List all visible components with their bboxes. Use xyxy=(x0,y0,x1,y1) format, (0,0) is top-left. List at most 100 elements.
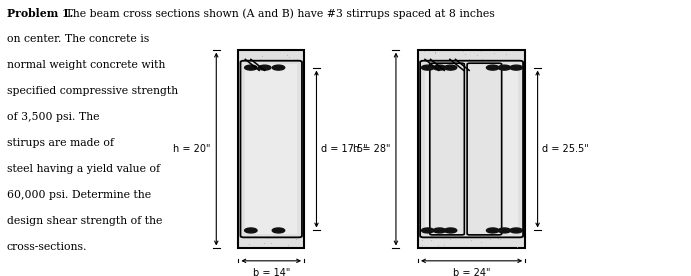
Text: steel having a yield value of: steel having a yield value of xyxy=(7,164,160,174)
Point xyxy=(480,97,491,101)
Point xyxy=(457,200,468,205)
Point xyxy=(430,71,441,76)
Point xyxy=(274,81,285,86)
Point xyxy=(283,133,294,137)
Point xyxy=(460,79,471,84)
Point xyxy=(424,91,435,96)
Point xyxy=(283,243,294,247)
Point xyxy=(446,165,457,169)
Point xyxy=(465,71,476,75)
Point xyxy=(417,116,428,120)
Point xyxy=(257,54,268,58)
Point xyxy=(442,87,453,92)
Point xyxy=(429,183,440,187)
Point xyxy=(498,222,509,226)
Point xyxy=(271,92,282,96)
Point xyxy=(262,215,273,220)
Point xyxy=(500,76,511,81)
Point xyxy=(249,63,260,67)
Point xyxy=(278,133,290,137)
Point xyxy=(247,235,258,240)
Text: b = 14": b = 14" xyxy=(252,268,290,276)
Point xyxy=(265,154,276,159)
Point xyxy=(452,61,463,65)
Point xyxy=(253,84,264,89)
Point xyxy=(275,149,286,153)
Point xyxy=(469,127,480,131)
Point xyxy=(439,121,451,126)
Point xyxy=(457,222,468,226)
Point xyxy=(472,80,483,85)
Point xyxy=(485,153,496,158)
Point xyxy=(498,176,509,180)
Point xyxy=(251,134,262,139)
Text: normal weight concrete with: normal weight concrete with xyxy=(7,60,165,70)
Point xyxy=(435,120,446,125)
Point xyxy=(481,189,492,193)
Point xyxy=(243,108,254,113)
Point xyxy=(417,183,428,188)
Point xyxy=(430,229,441,233)
Point xyxy=(246,79,257,84)
Point xyxy=(269,127,280,132)
Point xyxy=(269,74,280,79)
Point xyxy=(287,143,299,148)
Text: design shear strength of the: design shear strength of the xyxy=(7,216,162,226)
Point xyxy=(467,185,478,190)
Point xyxy=(276,203,287,208)
Point xyxy=(481,213,492,217)
Point xyxy=(240,93,252,98)
Point xyxy=(243,144,254,149)
Point xyxy=(500,63,511,67)
Point xyxy=(477,79,489,84)
Point xyxy=(504,130,515,134)
Point xyxy=(288,80,299,85)
Point xyxy=(245,205,256,209)
Point xyxy=(256,95,267,100)
Point xyxy=(453,81,464,86)
Point xyxy=(461,225,472,230)
Point xyxy=(463,173,474,177)
Point xyxy=(448,192,460,196)
Point xyxy=(429,50,440,55)
Point xyxy=(446,129,457,134)
Point xyxy=(491,105,502,110)
Point xyxy=(507,215,518,219)
Point xyxy=(275,219,286,223)
Point xyxy=(439,154,450,158)
Point xyxy=(511,211,522,216)
Point xyxy=(462,120,473,124)
Point xyxy=(476,81,487,85)
Text: Problem 1.: Problem 1. xyxy=(7,8,73,19)
Point xyxy=(243,224,254,229)
Point xyxy=(269,232,281,237)
Point xyxy=(263,235,274,239)
Point xyxy=(461,111,472,115)
Point xyxy=(276,167,287,171)
Point xyxy=(498,222,509,227)
Point xyxy=(503,156,514,160)
Point xyxy=(491,204,502,209)
Point xyxy=(419,49,430,53)
Point xyxy=(471,203,482,207)
Point xyxy=(462,113,473,118)
Point xyxy=(256,87,267,91)
Point xyxy=(458,184,469,189)
Point xyxy=(490,207,501,211)
Point xyxy=(258,240,269,245)
Point xyxy=(292,163,303,168)
Point xyxy=(500,136,511,140)
Point xyxy=(466,129,477,134)
Point xyxy=(495,97,507,102)
Point xyxy=(433,210,444,215)
Point xyxy=(274,168,285,172)
Circle shape xyxy=(245,228,257,233)
Point xyxy=(278,211,289,215)
Point xyxy=(491,88,502,92)
Point xyxy=(455,160,466,165)
Point xyxy=(247,124,258,129)
Point xyxy=(497,172,508,176)
Point xyxy=(462,76,473,80)
Point xyxy=(436,204,447,209)
Point xyxy=(429,108,440,112)
